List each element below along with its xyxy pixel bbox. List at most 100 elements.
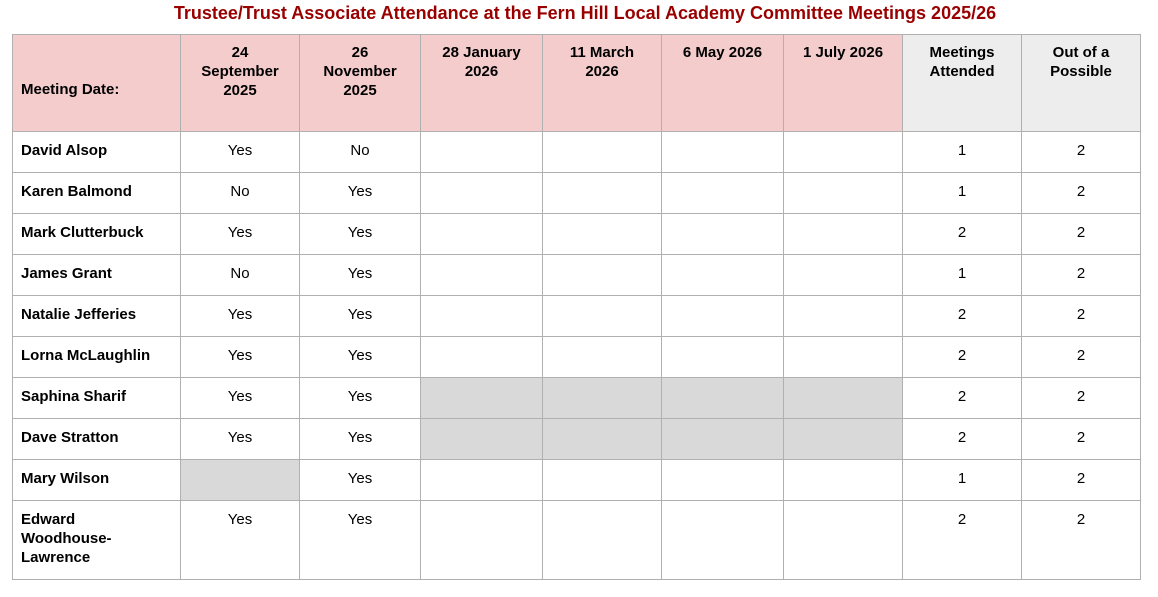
out-of-possible-cell: 2: [1021, 254, 1141, 296]
meetings-attended-cell: 1: [902, 172, 1022, 214]
attendance-cell: Yes: [299, 418, 421, 460]
attendance-cell: [542, 213, 662, 255]
attendance-cell: [783, 172, 903, 214]
table-row: Lorna McLaughlin Yes Yes 2 2: [12, 336, 1141, 378]
attendance-cell: [783, 418, 903, 460]
attendance-cell: Yes: [299, 459, 421, 501]
column-header-date: 1 July 2026: [783, 34, 903, 132]
column-header-summary: Out of a Possible: [1021, 34, 1141, 132]
column-header-date: 26 November 2025: [299, 34, 421, 132]
attendance-cell: [542, 131, 662, 173]
column-header-date: 6 May 2026: [661, 34, 784, 132]
column-header-summary: Meetings Attended: [902, 34, 1022, 132]
header-row: Meeting Date: 24 September 2025 26 Novembe…: [12, 34, 1141, 132]
attendance-cell: [661, 336, 784, 378]
column-header-date: 28 January 2026: [420, 34, 543, 132]
member-name-cell: Natalie Jefferies: [12, 295, 181, 337]
attendance-cell: Yes: [299, 377, 421, 419]
attendance-cell: [420, 254, 543, 296]
out-of-possible-cell: 2: [1021, 213, 1141, 255]
meetings-attended-cell: 2: [902, 336, 1022, 378]
attendance-cell: [420, 500, 543, 580]
attendance-cell: [783, 336, 903, 378]
out-of-possible-cell: 2: [1021, 459, 1141, 501]
attendance-cell: Yes: [180, 418, 300, 460]
attendance-cell: No: [299, 131, 421, 173]
table-row: Natalie Jefferies Yes Yes 2 2: [12, 295, 1141, 337]
meetings-attended-cell: 1: [902, 254, 1022, 296]
attendance-cell: [420, 172, 543, 214]
attendance-cell: [420, 459, 543, 501]
attendance-cell: Yes: [180, 213, 300, 255]
attendance-cell: No: [180, 172, 300, 214]
page-title: Trustee/Trust Associate Attendance at th…: [173, 3, 997, 23]
attendance-cell: [661, 295, 784, 337]
member-name-cell: Lorna McLaughlin: [12, 336, 181, 378]
out-of-possible-cell: 2: [1021, 418, 1141, 460]
attendance-cell: Yes: [299, 254, 421, 296]
attendance-cell: [661, 500, 784, 580]
out-of-possible-cell: 2: [1021, 500, 1141, 580]
out-of-possible-cell: 2: [1021, 336, 1141, 378]
meetings-attended-cell: 2: [902, 418, 1022, 460]
out-of-possible-cell: 2: [1021, 295, 1141, 337]
table-row: Edward Woodhouse-Lawrence Yes Yes 2 2: [12, 500, 1141, 580]
table-row: Saphina Sharif Yes Yes 2 2: [12, 377, 1141, 419]
attendance-cell: [420, 418, 543, 460]
member-name-cell: Karen Balmond: [12, 172, 181, 214]
attendance-cell: Yes: [299, 213, 421, 255]
attendance-cell: [542, 418, 662, 460]
attendance-cell: [542, 336, 662, 378]
attendance-cell: Yes: [299, 500, 421, 580]
attendance-table: Meeting Date: 24 September 2025 26 Novembe…: [12, 34, 1141, 580]
column-header-date: 24 September 2025: [180, 34, 300, 132]
attendance-cell: [420, 377, 543, 419]
meetings-attended-cell: 2: [902, 377, 1022, 419]
member-name-cell: David Alsop: [12, 131, 181, 173]
attendance-cell: [180, 459, 300, 501]
attendance-cell: [783, 131, 903, 173]
attendance-cell: [420, 295, 543, 337]
table-row: Mark Clutterbuck Yes Yes 2 2: [12, 213, 1141, 255]
attendance-cell: [661, 254, 784, 296]
attendance-cell: [661, 459, 784, 501]
table-body: David Alsop Yes No 1 2 Karen Balmond No Yes 1 2 Ma…: [12, 131, 1141, 580]
attendance-cell: [783, 500, 903, 580]
attendance-cell: Yes: [299, 172, 421, 214]
member-name-cell: Mary Wilson: [12, 459, 181, 501]
table-row: Karen Balmond No Yes 1 2: [12, 172, 1141, 214]
meetings-attended-cell: 2: [902, 213, 1022, 255]
attendance-cell: [783, 254, 903, 296]
table-row: Mary Wilson Yes 1 2: [12, 459, 1141, 501]
attendance-cell: Yes: [180, 377, 300, 419]
attendance-cell: [661, 377, 784, 419]
attendance-cell: Yes: [180, 500, 300, 580]
attendance-cell: [661, 131, 784, 173]
out-of-possible-cell: 2: [1021, 172, 1141, 214]
attendance-cell: No: [180, 254, 300, 296]
attendance-cell: [783, 213, 903, 255]
meetings-attended-cell: 1: [902, 459, 1022, 501]
table-row: James Grant No Yes 1 2: [12, 254, 1141, 296]
table-row: David Alsop Yes No 1 2: [12, 131, 1141, 173]
attendance-cell: Yes: [180, 131, 300, 173]
member-name-cell: Edward Woodhouse-Lawrence: [12, 500, 181, 580]
out-of-possible-cell: 2: [1021, 131, 1141, 173]
attendance-cell: [783, 459, 903, 501]
attendance-cell: Yes: [299, 295, 421, 337]
member-name-cell: Saphina Sharif: [12, 377, 181, 419]
member-name-cell: James Grant: [12, 254, 181, 296]
column-header-date: 11 March 2026: [542, 34, 662, 132]
attendance-cell: [420, 336, 543, 378]
attendance-cell: Yes: [180, 336, 300, 378]
meetings-attended-cell: 2: [902, 500, 1022, 580]
attendance-cell: [783, 295, 903, 337]
meetings-attended-cell: 2: [902, 295, 1022, 337]
attendance-cell: [542, 459, 662, 501]
attendance-cell: [542, 377, 662, 419]
attendance-cell: Yes: [299, 336, 421, 378]
attendance-cell: [420, 213, 543, 255]
attendance-cell: [420, 131, 543, 173]
out-of-possible-cell: 2: [1021, 377, 1141, 419]
